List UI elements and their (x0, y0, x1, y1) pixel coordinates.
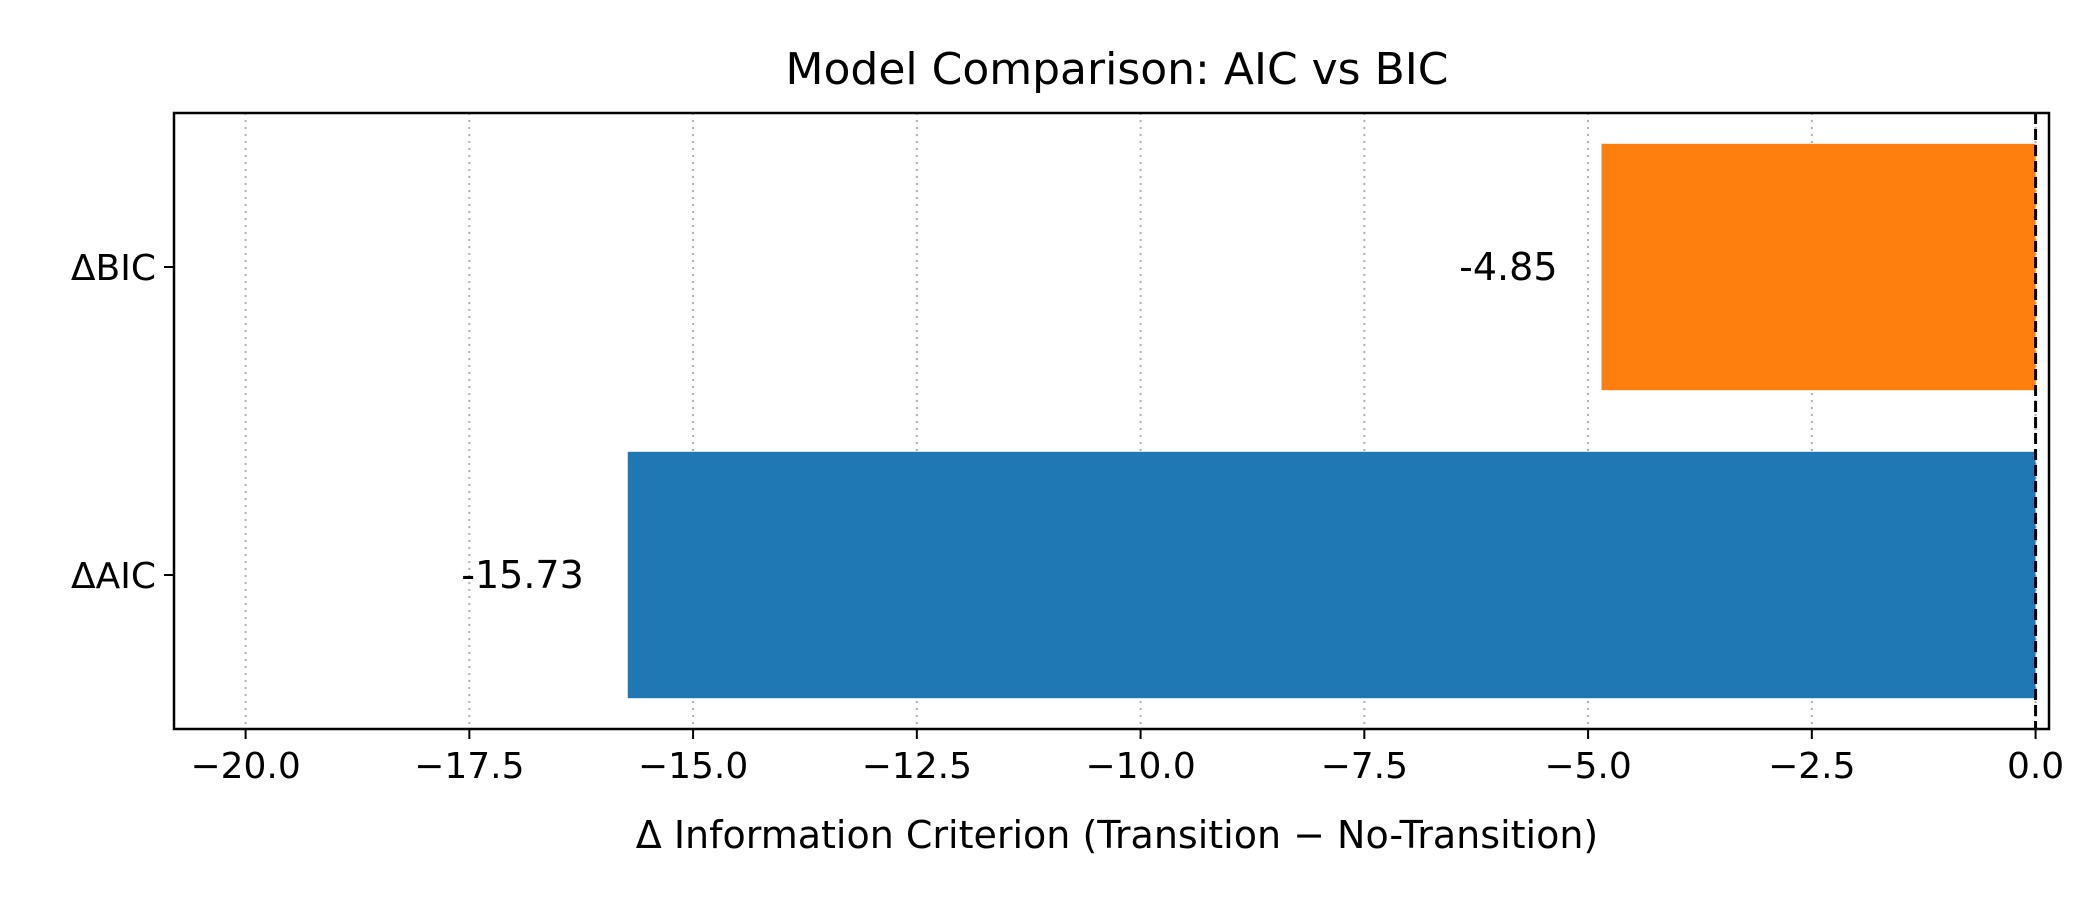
bar-0 (627, 451, 2036, 699)
chart-title: Model Comparison: AIC vs BIC (786, 44, 1449, 95)
x-tick-label-0: −20.0 (190, 746, 300, 787)
bar-label-1: -4.85 (1459, 245, 1557, 289)
x-tick-label-2: −15.0 (638, 746, 748, 787)
x-tick-label-3: −12.5 (862, 746, 972, 787)
plot-frame (172, 111, 2051, 731)
bar-1 (1601, 143, 2036, 391)
x-tick-label-4: −10.0 (1085, 746, 1195, 787)
x-axis-label: Δ Information Criterion (Transition − No… (636, 813, 1599, 857)
x-tick-label-1: −17.5 (414, 746, 524, 787)
bars (627, 143, 2036, 699)
bar-label-0: -15.73 (461, 553, 584, 597)
x-tick-label-5: −7.5 (1321, 746, 1408, 787)
y-tick-label-0: ΔAIC (71, 556, 156, 597)
x-tick-label-7: −2.5 (1768, 746, 1855, 787)
x-axis-ticks: −20.0 −17.5 −15.0 −12.5 −10.0 −7.5 −5.0 −2.5 0.0 (190, 729, 2064, 787)
x-tick-label-8: 0.0 (2007, 746, 2064, 787)
x-tick-label-6: −5.0 (1544, 746, 1631, 787)
y-tick-label-1: ΔBIC (71, 248, 156, 289)
y-axis-ticks: ΔAIC ΔBIC (71, 248, 174, 597)
bar-value-labels: -15.73 -4.85 (461, 245, 1557, 597)
